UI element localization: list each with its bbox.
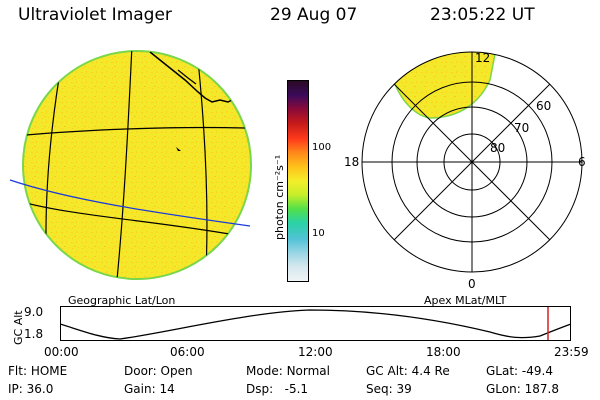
mlt-label-18: 18	[344, 155, 359, 169]
gain-field: Gain: 14	[124, 382, 175, 396]
meridian-line	[115, 51, 133, 279]
glon-field: GLon: 187.8	[486, 382, 559, 396]
mode-field: Mode: Normal	[246, 364, 330, 378]
observation-time: 23:05:22 UT	[430, 5, 535, 25]
polar-mlt-plot: 12 18 6 0 60 70 80	[344, 51, 586, 291]
altitude-tick-min: 1.8	[24, 327, 44, 341]
gc-alt-field: GC Alt: 4.4 Re	[366, 364, 450, 378]
color-scale-bar	[287, 80, 309, 282]
time-tick-0600: 06:00	[170, 345, 205, 359]
mlat-label-80: 80	[490, 141, 505, 155]
mlat-label-60: 60	[536, 99, 551, 113]
geographic-disk	[22, 50, 252, 280]
dsp-field: Dsp: -5.1	[246, 382, 309, 396]
geographic-panel-label: Geographic Lat/Lon	[68, 294, 176, 307]
parallel-line	[23, 126, 246, 137]
flight-field: Flt: HOME	[8, 364, 68, 378]
time-tick-2359: 23:59	[554, 345, 589, 359]
altitude-curve	[60, 309, 572, 340]
seq-field: Seq: 39	[366, 382, 412, 396]
colorbar-unit-label: photon cm⁻²s⁻¹	[273, 154, 286, 240]
instrument-title: Ultraviolet Imager	[18, 5, 172, 25]
geographic-image	[9, 50, 252, 280]
mlt-label-12: 12	[475, 51, 490, 65]
mlt-label-0: 0	[468, 277, 476, 291]
spacecraft-marker-icon	[176, 147, 181, 151]
coastline	[177, 69, 197, 85]
altitude-strip-chart	[60, 306, 572, 341]
colorbar-tick-100: 100	[312, 142, 332, 153]
time-tick-0000: 00:00	[44, 345, 79, 359]
parallel-line	[23, 199, 236, 236]
ip-field: IP: 36.0	[8, 382, 54, 396]
polar-panel-label: Apex MLat/MLT	[424, 294, 507, 307]
observation-date: 29 Aug 07	[270, 5, 358, 25]
door-field: Door: Open	[124, 364, 193, 378]
mlt-radial	[393, 83, 551, 241]
mlat-label-70: 70	[514, 121, 529, 135]
glat-field: GLat: -49.4	[486, 364, 553, 378]
colorbar-tick-10: 10	[312, 228, 325, 239]
time-tick-1200: 12:00	[298, 345, 333, 359]
time-tick-1800: 18:00	[426, 345, 461, 359]
altitude-tick-max: 9.0	[24, 305, 44, 319]
terminator-line	[9, 179, 251, 227]
mlt-label-6: 6	[578, 155, 586, 169]
